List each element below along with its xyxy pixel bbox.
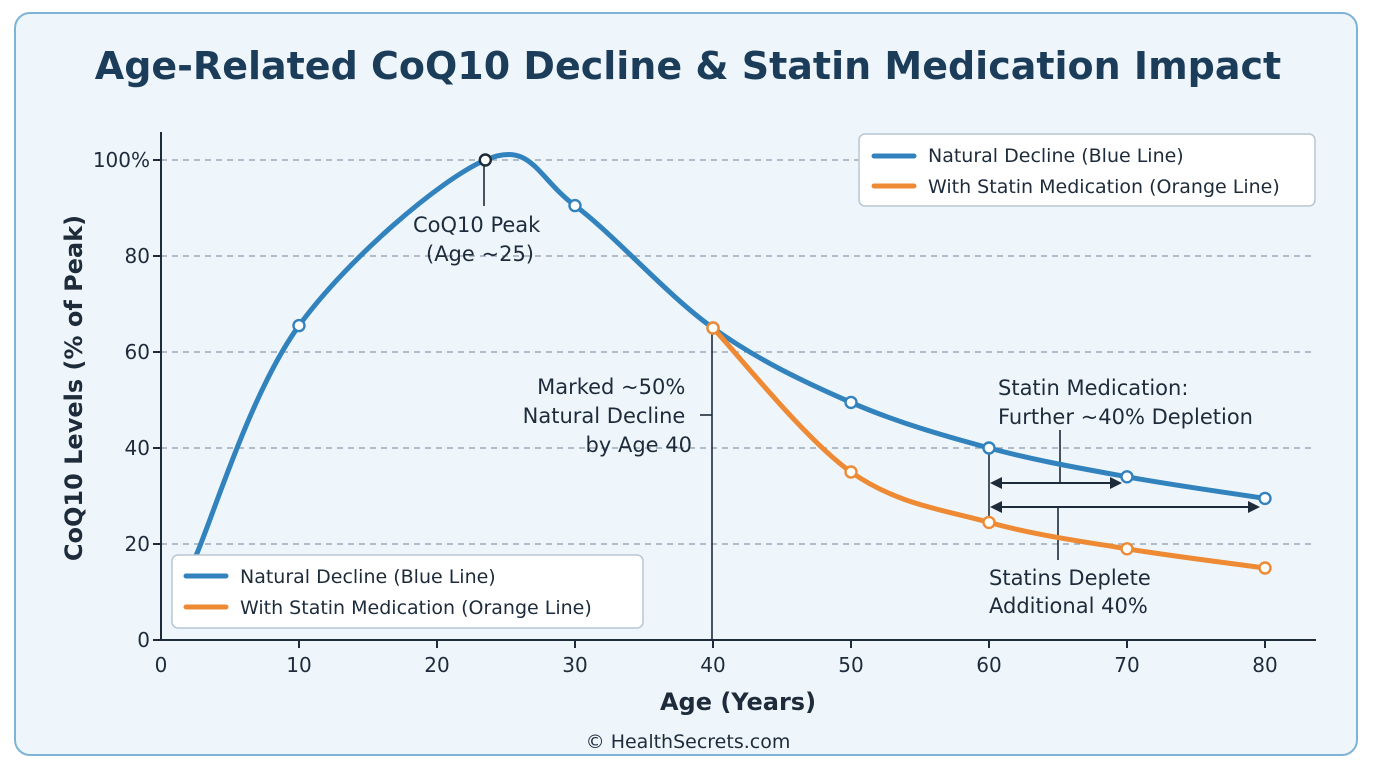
- x-tick-label: 80: [1252, 653, 1277, 677]
- x-tick-label: 50: [838, 653, 863, 677]
- axes: [160, 132, 1316, 641]
- x-tick-label: 40: [700, 653, 725, 677]
- x-tick-label: 30: [562, 653, 587, 677]
- series-line-natural-decline: [192, 151, 1268, 561]
- y-tick-label: 40: [125, 436, 150, 460]
- data-point-natural: [844, 395, 858, 410]
- chart-title: Age-Related CoQ10 Decline & Statin Medic…: [94, 44, 1282, 88]
- legend-top-right: Natural Decline (Blue Line) With Statin …: [858, 133, 1316, 207]
- data-point-statin: [844, 465, 858, 479]
- y-tick-label: 80: [125, 244, 150, 268]
- annotation-statins-deplete: Statins Deplete Additional 40%: [989, 566, 1157, 618]
- x-tick-label: 60: [976, 653, 1001, 677]
- data-point-natural: [478, 153, 492, 167]
- legend-label-statin: With Statin Medication (Orange Line): [928, 176, 1280, 198]
- annotation-leaders: [483, 160, 1260, 640]
- x-tick-label: 70: [1114, 653, 1139, 677]
- data-points: [292, 153, 1272, 575]
- x-axis-title: Age (Years): [660, 688, 816, 716]
- y-tick-label: 20: [125, 532, 150, 556]
- annotation-further-depletion: Statin Medication: Further ~40% Depletio…: [998, 376, 1253, 429]
- copyright-credit: © HealthSecrets.com: [585, 731, 791, 753]
- data-point-statin: [706, 321, 720, 335]
- arrow-head: [1248, 501, 1260, 513]
- y-tick-label: 0: [137, 628, 150, 652]
- legend-label-natural: Natural Decline (Blue Line): [240, 566, 496, 588]
- arrow-head: [990, 501, 1002, 513]
- data-point-natural: [292, 318, 306, 333]
- y-tick-labels: 0 20 40 60 80 100%: [93, 148, 161, 652]
- x-tick-label: 0: [155, 653, 168, 677]
- data-point-statin: [1258, 561, 1272, 575]
- legend-box: [858, 133, 1316, 207]
- legend-bottom-left: Natural Decline (Blue Line) With Statin …: [171, 554, 644, 629]
- legend-label-natural: Natural Decline (Blue Line): [928, 145, 1184, 167]
- annotation-peak: CoQ10 Peak (Age ~25): [413, 213, 547, 266]
- legend-box: [171, 554, 644, 629]
- arrow-head: [990, 477, 1002, 489]
- data-point-natural: [1258, 491, 1272, 506]
- arrow-head: [1110, 477, 1122, 489]
- x-tick-label: 20: [424, 653, 449, 677]
- y-tick-label: 60: [125, 340, 150, 364]
- x-tick-label: 10: [286, 653, 311, 677]
- grid-lines: [161, 159, 1316, 545]
- series-line-statin: [710, 325, 1268, 571]
- data-point-natural: [982, 441, 996, 455]
- legend-label-statin: With Statin Medication (Orange Line): [240, 597, 592, 619]
- x-tick-labels: 0 10 20 30 40 50 60 70 80: [155, 640, 1278, 677]
- data-point-statin: [1120, 542, 1134, 556]
- y-tick-label: 100%: [93, 148, 150, 172]
- data-point-natural: [1120, 470, 1134, 484]
- annotation-age40-decline: Marked ~50% Natural Decline by Age 40: [523, 375, 692, 457]
- data-point-statin: [982, 515, 996, 530]
- y-axis-title: CoQ10 Levels (% of Peak): [60, 215, 88, 561]
- data-point-natural: [568, 198, 582, 213]
